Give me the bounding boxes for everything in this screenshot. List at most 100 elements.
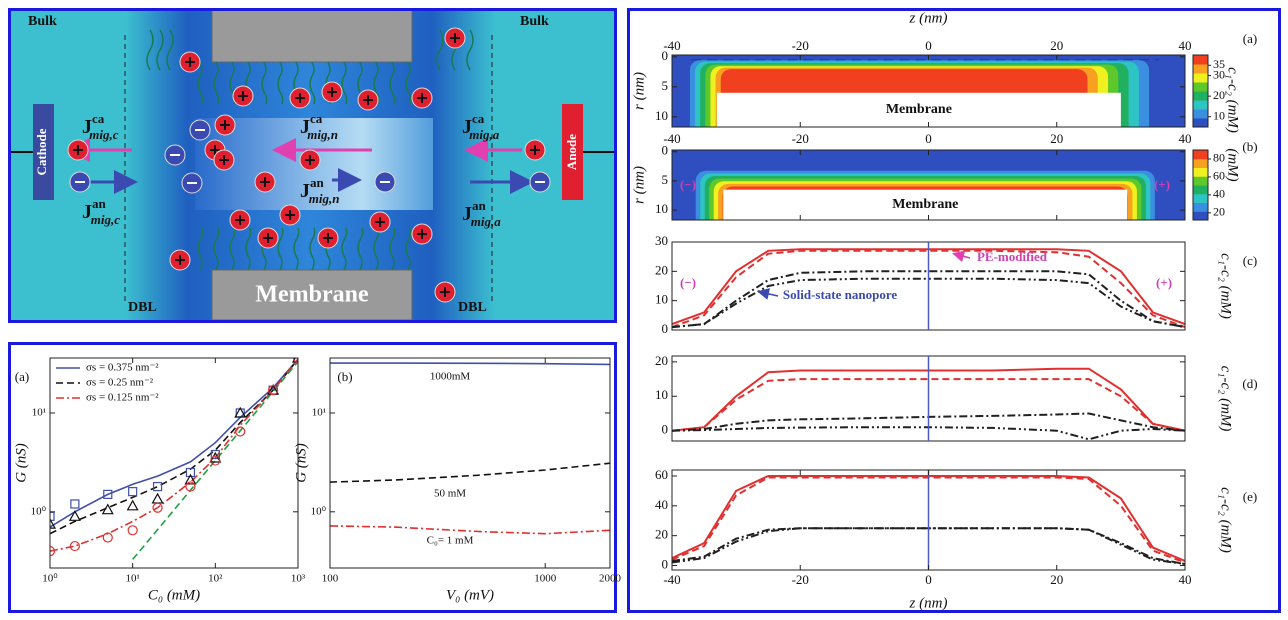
panel-label: (a) xyxy=(1243,31,1257,46)
polymer-brush xyxy=(389,61,396,105)
subplot: 0 10 20 c₁-c₂ (mM) (d) xyxy=(655,353,1258,442)
flux-superscript: an xyxy=(472,198,487,213)
membrane xyxy=(723,189,1128,220)
flux-subscript: mig,n xyxy=(309,191,340,206)
x-tick-label: 0 xyxy=(925,38,932,53)
colorbar-tick-label: 30 xyxy=(1213,67,1225,81)
annotation: (+) xyxy=(1154,177,1170,192)
x-tick-label: 40 xyxy=(1179,572,1192,587)
colorbar-segment xyxy=(1193,64,1208,74)
y-axis-label: r (nm) xyxy=(631,166,647,204)
marker xyxy=(185,481,196,492)
marker xyxy=(184,473,197,485)
polymer-brush xyxy=(213,61,220,105)
polymer-brush xyxy=(373,61,380,105)
series-line xyxy=(50,358,298,528)
flux-subscript: mig,c xyxy=(91,212,120,227)
series-line xyxy=(132,361,298,560)
marker xyxy=(50,517,57,529)
polymer-brush xyxy=(436,29,444,71)
marker xyxy=(235,426,246,437)
series-line xyxy=(672,270,1185,329)
polymer-brush xyxy=(309,227,316,271)
cathode-electrode xyxy=(33,104,54,200)
polymer-brush xyxy=(357,227,364,271)
colorbar-label: c₁-c₂ (mM) xyxy=(1225,67,1241,133)
plot-frame xyxy=(49,357,299,569)
x-tick-label: 2000 xyxy=(599,573,622,585)
x-tick-label: 10⁰ xyxy=(42,573,58,585)
series-label: C₀= 1 mM xyxy=(427,535,474,547)
membrane-label: Membrane xyxy=(255,282,369,308)
marker xyxy=(126,499,139,511)
flux-label: Jan mig,c xyxy=(82,196,120,227)
y-tick-label: 0 xyxy=(662,143,669,158)
marker xyxy=(50,546,56,557)
y-tick-label: 20 xyxy=(655,527,668,542)
marker xyxy=(127,525,138,536)
x-tick-label: 0 xyxy=(925,131,932,146)
dbl-label: DBL xyxy=(128,300,157,315)
marker xyxy=(185,467,196,478)
flux-symbol: J xyxy=(82,116,92,138)
x-tick-label: -20 xyxy=(792,38,809,53)
marker xyxy=(210,455,221,466)
x-tick-label: 0 xyxy=(925,572,932,587)
subplot: 0 10 20 30 c₁-c₂ (mM) (c) PE-modified Solid-sta… xyxy=(655,233,1257,336)
panel-label: (e) xyxy=(1243,489,1257,504)
series-line xyxy=(50,358,298,535)
panel-border xyxy=(627,8,1281,613)
colorbar-segment xyxy=(1193,82,1208,92)
y-tick-label: 0 xyxy=(662,321,669,336)
x-tick-label: 20 xyxy=(1050,572,1063,587)
x-axis-label: V₀ (mV) xyxy=(446,587,494,603)
series-label: 50 mM xyxy=(434,487,466,499)
flux-subscript: mig,c xyxy=(89,127,118,142)
polymer-brush xyxy=(229,227,236,271)
legend-label: σs = 0.25 nm⁻² xyxy=(86,377,154,389)
panel-border xyxy=(8,8,617,323)
flux-subscript: mig,a xyxy=(469,127,499,142)
subplot: 10⁰ 10¹ 100 1000 2000 V₀ (mV) G (nS) (b) 1000mM 5… xyxy=(293,357,622,603)
x-tick-label: 10¹ xyxy=(126,573,140,585)
polymer-brush xyxy=(197,61,204,105)
marker xyxy=(209,451,222,463)
y-tick-label: 30 xyxy=(655,233,668,248)
x-tick-label: 40 xyxy=(1179,131,1192,146)
plot-area xyxy=(672,55,1185,127)
colorbar-segment xyxy=(1193,211,1208,221)
cathode-label: Cathode xyxy=(34,128,49,175)
x-tick-label: 10² xyxy=(208,573,223,585)
polymer-brush xyxy=(309,61,316,105)
flux-superscript: ca xyxy=(92,111,105,126)
flux-superscript: an xyxy=(92,196,107,211)
plot-frame xyxy=(329,357,611,569)
y-tick-label: 10¹ xyxy=(312,407,326,419)
subplot: 10⁰ 10¹ 10⁰ 10¹ 10² 10³ C₀ (mM) G (nS) (a) σs = 0… xyxy=(13,357,306,603)
marker xyxy=(268,385,279,396)
colorbar-segment xyxy=(1193,150,1208,160)
marker xyxy=(50,511,55,521)
colorbar-segment xyxy=(1193,73,1208,83)
panel-border xyxy=(8,342,617,613)
annotation: (−) xyxy=(680,177,696,192)
flux-symbol: J xyxy=(300,180,310,202)
anode-label: Anode xyxy=(564,134,579,170)
x-tick-label: -20 xyxy=(792,572,809,587)
series-line xyxy=(672,378,1185,432)
y-tick-label: 10 xyxy=(655,292,668,307)
y-tick-label: 40 xyxy=(655,497,668,512)
colorbar-segment xyxy=(1193,193,1208,203)
polymer-brush xyxy=(341,61,348,105)
x-tick-label: -20 xyxy=(792,131,809,146)
series-line xyxy=(672,527,1185,565)
annotation-arrow xyxy=(952,250,971,263)
x-tick-label: -40 xyxy=(663,131,680,146)
plot-area xyxy=(672,150,1185,220)
series-line xyxy=(50,358,298,552)
annotation: (+) xyxy=(1156,275,1172,290)
flux-symbol: J xyxy=(462,116,472,138)
membrane xyxy=(716,92,1121,127)
flux-subscript: mig,n xyxy=(307,127,338,142)
